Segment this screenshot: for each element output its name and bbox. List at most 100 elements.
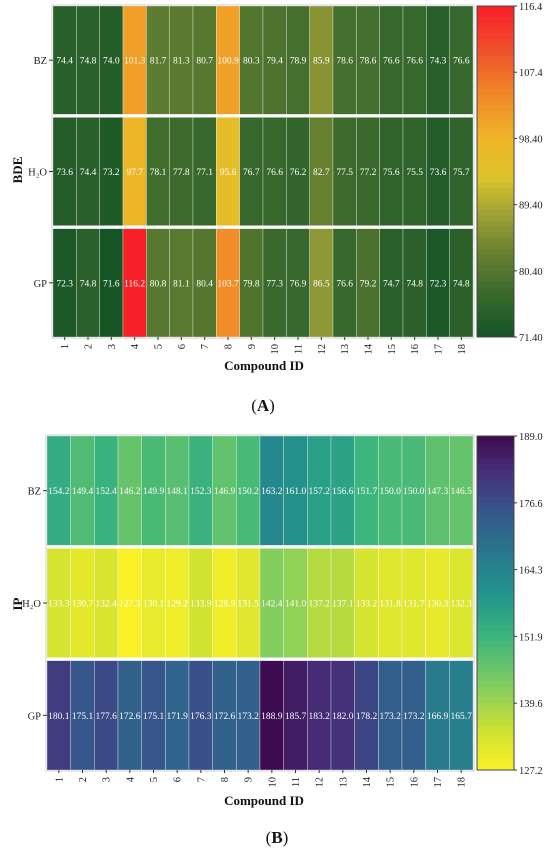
panel-b-row-ticks: BZ H₂O GP	[22, 487, 47, 722]
colorbar-segment	[477, 630, 514, 637]
colorbar-segment	[477, 221, 514, 228]
cell-value-label: 151.7	[356, 487, 378, 497]
colorbar-segment	[477, 248, 514, 255]
panel-b-label: (B)	[266, 828, 289, 847]
cell-value-label: 81.7	[150, 57, 167, 67]
panel-b-letter: B	[271, 828, 282, 847]
cell-value-label: 76.6	[266, 168, 283, 178]
colorbar-segment	[477, 116, 514, 123]
colorbar-segment	[477, 11, 514, 18]
colorbar-segment	[477, 564, 514, 571]
colorbar-segment	[477, 486, 514, 493]
colorbar-segment	[477, 641, 514, 649]
panel-a-column-ticks: 1 2 3 4 5 6 7 8 9 10 11 12 13 14 15 16 17 18	[60, 337, 468, 355]
cell-value-label: 81.1	[173, 279, 190, 289]
row-tick-label: BZ	[28, 487, 41, 498]
panel-a-y-axis-title: BDE	[10, 157, 25, 184]
colorbar-tick-label: 89.40	[519, 201, 543, 212]
cell-value-label: 178.2	[356, 712, 378, 722]
colorbar-segment	[477, 6, 514, 13]
colorbar-segment	[477, 265, 514, 272]
column-tick-label: 16	[409, 777, 420, 788]
cell-value-label: 183.2	[308, 712, 330, 722]
colorbar-outline	[476, 5, 515, 338]
colorbar-segment	[477, 692, 514, 699]
column-tick-label: 15	[386, 777, 397, 788]
colorbar-segment	[477, 697, 514, 704]
column-tick-label: 3	[107, 344, 118, 349]
heatmap-cell	[449, 117, 474, 226]
cell-value-label: 79.2	[360, 279, 377, 289]
colorbar-segment	[477, 287, 514, 294]
colorbar-segment	[477, 154, 514, 161]
colorbar-segment	[477, 177, 514, 184]
colorbar-segment	[477, 66, 514, 73]
colorbar-segment	[477, 580, 514, 587]
colorbar-segment	[477, 143, 514, 150]
cell-value-label: 78.6	[360, 57, 377, 67]
colorbar-segment	[477, 254, 514, 261]
colorbar-segment	[477, 309, 514, 316]
cell-value-label: 73.2	[103, 168, 120, 178]
colorbar-segment	[477, 575, 514, 582]
cell-value-label: 131.7	[403, 600, 425, 610]
colorbar-tick-label: 151.9	[519, 632, 543, 643]
cell-value-label: 103.7	[217, 279, 239, 289]
cell-value-label: 77.8	[173, 168, 190, 178]
cell-value-label: 77.3	[266, 279, 283, 289]
column-tick-label: 12	[317, 344, 328, 355]
cell-value-label: 175.1	[72, 712, 94, 722]
panel-a-label: (A)	[251, 396, 275, 415]
cell-value-label: 74.8	[80, 279, 97, 289]
column-tick-label: 6	[177, 344, 188, 349]
cell-value-label: 133.2	[356, 600, 378, 610]
panel-a-x-axis-title: Compound ID	[224, 358, 304, 373]
column-tick-label: 8	[224, 344, 235, 349]
row-tick-label: H₂O	[22, 599, 41, 610]
colorbar-segment	[477, 243, 514, 250]
cell-value-label: 182.0	[332, 712, 354, 722]
cell-value-label: 100.9	[217, 57, 239, 67]
svg-text:(B): (B)	[266, 828, 289, 847]
colorbar-segment	[477, 508, 514, 515]
colorbar-segment	[477, 731, 514, 738]
colorbar-segment	[477, 647, 514, 654]
column-tick-label: 5	[149, 777, 160, 782]
colorbar-segment	[477, 463, 514, 470]
cell-value-label: 76.6	[406, 57, 423, 67]
colorbar-segment	[477, 325, 514, 332]
cell-value-label: 131.8	[379, 600, 401, 610]
colorbar-segment	[477, 530, 514, 537]
colorbar-segment	[477, 458, 514, 465]
column-tick-label: 10	[267, 777, 278, 788]
colorbar-segment	[477, 44, 514, 51]
colorbar-tick-label: 98.40	[519, 134, 543, 145]
column-tick-label: 14	[362, 776, 373, 787]
cell-value-label: 82.7	[313, 168, 330, 178]
colorbar-segment	[477, 436, 514, 443]
colorbar-segment	[477, 270, 514, 277]
colorbar-segment	[477, 303, 514, 310]
cell-value-label: 76.9	[290, 279, 307, 289]
column-tick-label: 9	[247, 344, 258, 349]
colorbar-segment	[477, 160, 514, 167]
colorbar-segment	[477, 758, 514, 765]
colorbar-segment	[477, 193, 514, 200]
cell-value-label: 141.0	[285, 600, 307, 610]
cell-value-label: 147.3	[427, 487, 449, 497]
row-tick-label: GP	[34, 279, 48, 290]
heatmap-cell	[449, 548, 474, 658]
colorbar-segment	[477, 586, 514, 593]
cell-value-label: 137.2	[308, 600, 330, 610]
colorbar-segment	[477, 298, 514, 305]
column-tick-label: 12	[315, 777, 326, 788]
cell-value-label: 185.7	[285, 712, 307, 722]
colorbar-segment	[477, 591, 514, 598]
cell-value-label: 130.1	[143, 600, 165, 610]
colorbar-segment	[477, 658, 514, 665]
colorbar-segment	[477, 502, 514, 509]
colorbar-segment	[477, 747, 514, 754]
colorbar-segment	[477, 469, 514, 476]
panel-b-y-axis-title: IP	[10, 597, 25, 610]
cell-value-label: 76.6	[453, 57, 470, 67]
